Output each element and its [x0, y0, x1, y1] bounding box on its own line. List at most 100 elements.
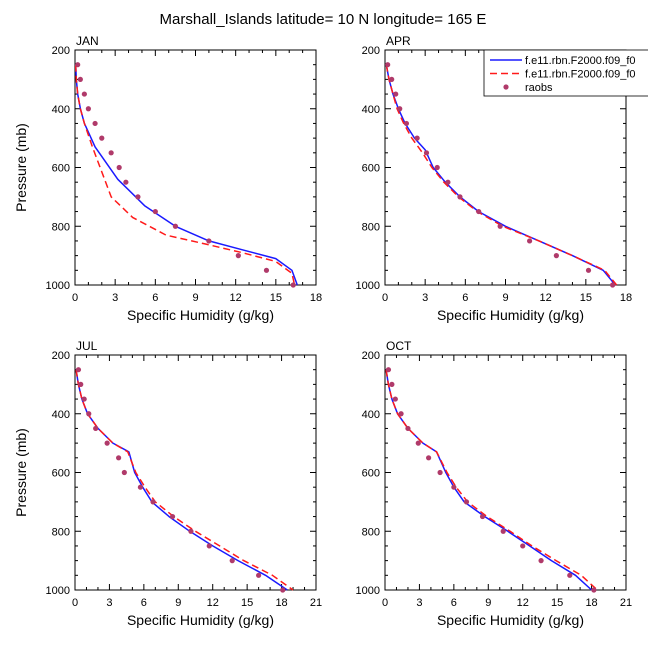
series-line-model-a	[385, 369, 593, 591]
raobs-point	[527, 238, 533, 244]
raobs-point	[93, 425, 99, 432]
panel-jan: JAN 0 3 6 9 12 15 18 200 400 600 800 1000 Specific Hu…	[13, 34, 322, 323]
x-axis-label: Specific Humidity (g/kg)	[437, 307, 584, 323]
raobs-point	[235, 253, 241, 259]
raobs-point	[206, 543, 212, 549]
raobs-point	[385, 367, 392, 373]
panel-label: JUL	[76, 339, 98, 353]
x-tick-label: 9	[502, 292, 508, 304]
y-tick-label: 1000	[46, 585, 70, 597]
series-line-model-b	[385, 64, 618, 286]
panel-label: APR	[386, 34, 411, 48]
raobs-point	[538, 558, 544, 564]
y-tick-label: 600	[52, 163, 70, 175]
x-tick-label: 6	[152, 292, 158, 304]
x-tick-label: 15	[241, 597, 253, 609]
x-axis-label: Specific Humidity (g/kg)	[127, 612, 274, 628]
y-tick-label: 400	[362, 104, 380, 116]
plot-frame	[74, 354, 317, 591]
raobs-point	[476, 208, 482, 215]
x-tick-label: 9	[485, 597, 491, 609]
raobs-point	[415, 440, 421, 446]
y-tick-label: 1000	[46, 280, 70, 292]
series-line-model-a	[75, 369, 288, 591]
y-tick-label: 800	[362, 526, 380, 538]
x-axis-label: Specific Humidity (g/kg)	[127, 307, 274, 323]
raobs-point	[77, 76, 83, 82]
raobs-point	[206, 238, 212, 244]
x-tick-label: 18	[620, 292, 632, 304]
x-tick-label: 15	[270, 292, 282, 304]
panel-jul: JUL 0 3 6 9 12 15 18 21 200 400 600 800 1000 Specific …	[13, 339, 322, 628]
raobs-point	[479, 513, 486, 520]
raobs-point	[85, 106, 91, 112]
raobs-point	[520, 543, 526, 549]
y-tick-label: 400	[52, 104, 70, 116]
raobs-point	[393, 91, 399, 97]
raobs-point	[135, 194, 141, 200]
x-tick-label: 15	[551, 597, 563, 609]
raobs-point	[392, 396, 398, 402]
y-tick-label: 600	[362, 468, 380, 480]
x-tick-label: 12	[517, 597, 529, 609]
raobs-point	[137, 484, 144, 490]
x-tick-label: 6	[462, 292, 468, 304]
raobs-point	[403, 120, 410, 127]
raobs-point	[78, 381, 84, 387]
raobs-point	[445, 179, 451, 185]
x-tick-label: 3	[422, 292, 428, 304]
x-tick-label: 12	[540, 292, 552, 304]
x-tick-label: 12	[207, 597, 219, 609]
y-tick-label: 200	[52, 45, 70, 57]
x-tick-label: 12	[230, 292, 242, 304]
y-tick-label: 600	[52, 468, 70, 480]
x-tick-label: 0	[382, 292, 388, 304]
legend-box	[483, 49, 648, 97]
x-tick-label: 0	[72, 597, 78, 609]
y-tick-label: 1000	[356, 280, 380, 292]
y-tick-label: 200	[52, 350, 70, 362]
raobs-point	[423, 150, 430, 156]
raobs-point	[92, 120, 98, 127]
figure-title: Marshall_Islands latitude= 10 N longitud…	[160, 11, 487, 28]
raobs-point	[169, 513, 176, 520]
series-line-model-b	[74, 64, 296, 286]
raobs-point	[123, 179, 129, 185]
x-tick-label: 0	[382, 597, 388, 609]
raobs-point	[397, 106, 403, 112]
y-tick-label: 600	[362, 163, 380, 175]
legend-label: f.e11.rbn.F2000.f09_f0	[525, 69, 636, 81]
raobs-point	[567, 572, 573, 578]
raobs-point	[81, 396, 87, 402]
raobs-point	[188, 528, 194, 534]
raobs-point	[121, 469, 127, 476]
y-tick-label: 800	[52, 221, 70, 233]
raobs-point	[75, 367, 82, 373]
y-tick-label: 200	[362, 45, 380, 57]
raobs-point	[172, 223, 179, 229]
raobs-point	[553, 253, 559, 259]
raobs-point	[451, 484, 457, 490]
raobs-point	[150, 499, 156, 505]
x-tick-label: 6	[141, 597, 147, 609]
series-line-model-b	[75, 369, 294, 591]
series-line-model-b	[385, 369, 598, 591]
x-tick-label: 3	[112, 292, 118, 304]
x-tick-label: 18	[585, 597, 597, 609]
x-tick-label: 0	[72, 292, 78, 304]
raobs-point	[229, 558, 235, 564]
x-tick-label: 15	[580, 292, 592, 304]
raobs-point	[280, 587, 286, 593]
x-tick-label: 9	[175, 597, 181, 609]
raobs-point	[414, 135, 420, 141]
raobs-point	[463, 499, 470, 505]
raobs-point	[385, 62, 391, 68]
panel-label: OCT	[386, 339, 412, 353]
x-tick-label: 21	[620, 597, 632, 609]
raobs-point	[152, 208, 158, 215]
y-tick-label: 800	[52, 526, 70, 538]
raobs-point	[434, 164, 440, 171]
raobs-point	[405, 425, 411, 432]
panel-label: JAN	[76, 34, 99, 48]
